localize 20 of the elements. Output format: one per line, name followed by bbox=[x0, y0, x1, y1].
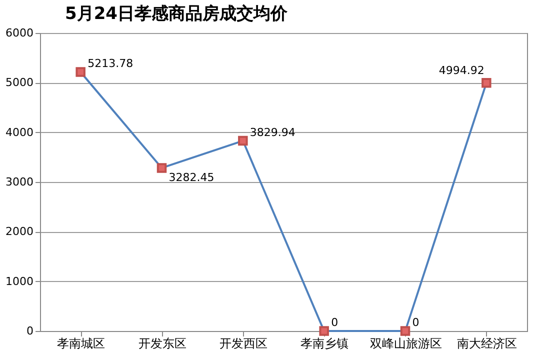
x-tick-label: 开发西区 bbox=[219, 336, 268, 350]
x-tick-label: 双峰山旅游区 bbox=[370, 336, 442, 350]
y-tick-label: 0 bbox=[26, 324, 34, 338]
data-label: 3829.94 bbox=[250, 126, 296, 139]
y-tick-label: 6000 bbox=[6, 26, 34, 40]
y-tick-label: 2000 bbox=[6, 225, 34, 238]
data-label: 0 bbox=[412, 316, 420, 329]
x-tick-label: 南大经济区 bbox=[456, 336, 517, 350]
chart-title: 5月24日孝感商品房成交均价 bbox=[65, 4, 288, 24]
data-label: 4994.92 bbox=[438, 64, 484, 77]
data-label: 3282.45 bbox=[168, 170, 214, 184]
data-label: 0 bbox=[331, 316, 338, 329]
x-tick-label: 孝南城区 bbox=[57, 336, 106, 350]
x-tick-label: 开发东区 bbox=[138, 336, 186, 350]
y-tick-label: 3000 bbox=[6, 176, 34, 188]
data-label: 5213.78 bbox=[88, 57, 134, 70]
y-tick-label: 1000 bbox=[6, 274, 34, 288]
y-tick-label: 5000 bbox=[6, 76, 34, 90]
x-tick-label: 孝南乡镇 bbox=[300, 336, 349, 350]
y-tick-label: 4000 bbox=[6, 126, 34, 139]
